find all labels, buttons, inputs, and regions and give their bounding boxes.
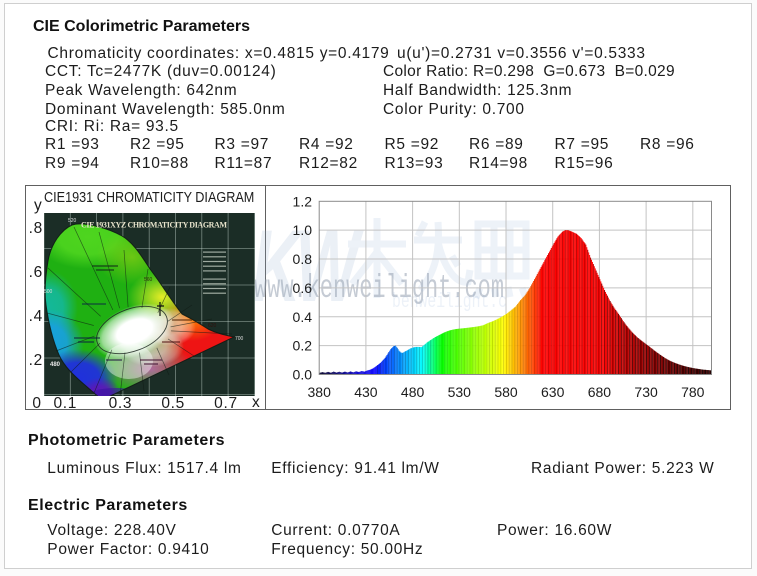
svg-text:580: 580 <box>494 384 518 400</box>
svg-text:500: 500 <box>44 289 53 295</box>
svg-text:380: 380 <box>308 384 332 400</box>
svg-text:1.2: 1.2 <box>293 193 313 209</box>
svg-text:700: 700 <box>235 336 244 342</box>
svg-text:680: 680 <box>588 384 612 400</box>
svg-text:730: 730 <box>634 384 658 400</box>
svg-text:1.0: 1.0 <box>293 222 313 238</box>
svg-text:0.4: 0.4 <box>293 309 313 325</box>
svg-text:0.8: 0.8 <box>293 251 313 267</box>
svg-text:520: 520 <box>68 218 77 224</box>
svg-text:780: 780 <box>681 384 705 400</box>
svg-text:480: 480 <box>401 384 425 400</box>
svg-text:0.2: 0.2 <box>293 338 313 354</box>
svg-text:0.6: 0.6 <box>293 280 313 296</box>
svg-text:480: 480 <box>50 362 61 368</box>
svg-text:620: 620 <box>208 323 217 329</box>
svg-text:530: 530 <box>448 384 472 400</box>
svg-text:630: 630 <box>541 384 565 400</box>
svg-text:CIE 1931XYZ CHROMATICITY DIAGR: CIE 1931XYZ CHROMATICITY DIAGRAM <box>81 221 227 230</box>
svg-text:430: 430 <box>354 384 378 400</box>
svg-text:0.0: 0.0 <box>293 367 313 383</box>
svg-text:560: 560 <box>144 277 153 283</box>
